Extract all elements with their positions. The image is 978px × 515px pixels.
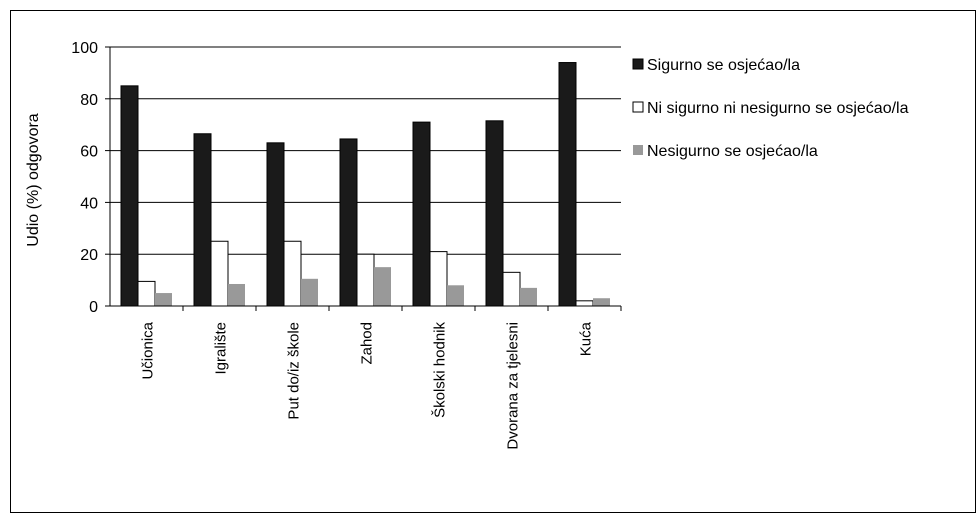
bar: [447, 285, 464, 306]
y-tick-label: 20: [80, 247, 98, 264]
bar: [193, 133, 212, 307]
bar: [120, 85, 139, 307]
x-tick-label: Kuća: [578, 321, 595, 356]
x-tick-label: Učionica: [140, 321, 157, 379]
bar: [412, 121, 431, 307]
bar: [301, 278, 318, 306]
bar: [339, 138, 358, 307]
x-tick-labels: Učionica Igralište Put do/iz škole Zahod Ško…: [140, 321, 595, 449]
y-tick-labels: 0 20 40 60 80 100: [71, 40, 98, 316]
bar: [374, 267, 391, 306]
axes: [105, 46, 622, 311]
legend-swatch: [632, 58, 644, 70]
bar: [593, 298, 610, 306]
legend: Sigurno se osjećao/la Ni sigurno ni nesig…: [632, 57, 909, 160]
y-axis-label: Udio (%) odgovora: [25, 113, 42, 247]
legend-label: Sigurno se osjećao/la: [647, 57, 800, 74]
legend-label: Nesigurno se osjećao/la: [647, 143, 818, 160]
y-tick-label: 40: [80, 195, 98, 212]
bar: [210, 240, 229, 307]
bar: [502, 271, 521, 307]
bar: [137, 280, 156, 307]
bar: [575, 300, 594, 307]
bar: [283, 240, 302, 307]
y-tick-label: 80: [80, 92, 98, 109]
bar: [228, 283, 245, 306]
bar: [266, 142, 285, 307]
chart-frame: [10, 10, 976, 513]
y-tick-label: 100: [71, 40, 98, 57]
x-tick-label: Put do/iz škole: [286, 322, 303, 420]
legend-label: Ni sigurno ni nesigurno se osjećao/la: [647, 100, 909, 117]
bar: [558, 62, 577, 307]
bar: [155, 293, 172, 306]
x-tick-label: Školski hodnik: [432, 322, 449, 418]
gridlines: [110, 46, 621, 255]
bar: [485, 120, 504, 307]
legend-swatch: [633, 145, 643, 155]
bar: [520, 287, 537, 306]
bar: [356, 253, 375, 307]
bars: [120, 62, 610, 307]
y-tick-label: 60: [80, 144, 98, 161]
bar: [429, 251, 448, 307]
x-tick-label: Zahod: [359, 322, 376, 365]
y-tick-label: 0: [89, 299, 98, 316]
legend-swatch: [632, 101, 644, 113]
x-tick-label: Igralište: [213, 322, 230, 375]
x-tick-label: Dvorana za tjelesni: [505, 322, 522, 450]
